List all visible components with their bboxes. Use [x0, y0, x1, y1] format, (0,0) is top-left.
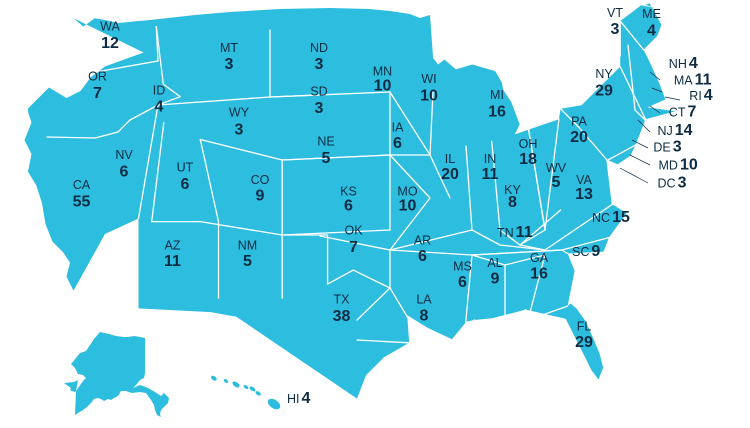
svg-text:OH: OH — [519, 137, 538, 151]
svg-text:55: 55 — [73, 194, 91, 211]
svg-text:MN: MN — [373, 65, 392, 79]
svg-text:16: 16 — [530, 266, 548, 283]
svg-text:WV: WV — [546, 161, 567, 175]
svg-text:6: 6 — [344, 198, 353, 215]
svg-text:ND: ND — [310, 41, 328, 55]
svg-text:3: 3 — [235, 122, 244, 139]
svg-text:IL: IL — [445, 152, 455, 166]
svg-text:5: 5 — [243, 253, 252, 270]
svg-text:CO: CO — [251, 173, 270, 187]
svg-text:OK: OK — [344, 224, 363, 238]
svg-text:IA: IA — [392, 121, 404, 135]
svg-text:ME: ME — [642, 7, 661, 21]
svg-text:6: 6 — [120, 164, 129, 181]
svg-text:3: 3 — [315, 100, 324, 117]
svg-text:11: 11 — [482, 166, 499, 183]
svg-text:CT7: CT 7 — [669, 104, 697, 121]
svg-text:7: 7 — [93, 85, 102, 102]
svg-text:AR: AR — [414, 234, 431, 248]
svg-text:WA: WA — [100, 20, 120, 34]
svg-text:WY: WY — [229, 106, 250, 120]
svg-text:PA: PA — [571, 115, 587, 129]
svg-text:8: 8 — [420, 308, 429, 325]
svg-text:3: 3 — [611, 21, 620, 38]
svg-text:VT: VT — [607, 6, 623, 20]
svg-text:9: 9 — [256, 188, 265, 205]
svg-text:MI: MI — [490, 88, 504, 102]
svg-text:MO: MO — [397, 185, 417, 199]
svg-text:OR: OR — [88, 70, 107, 84]
svg-text:5: 5 — [552, 174, 561, 191]
svg-text:LA: LA — [416, 293, 432, 307]
svg-text:NV: NV — [115, 148, 133, 162]
svg-text:4: 4 — [647, 23, 656, 40]
svg-text:NY: NY — [595, 67, 613, 81]
svg-text:MS: MS — [453, 260, 472, 274]
svg-text:AL: AL — [487, 256, 502, 270]
svg-text:GA: GA — [530, 251, 549, 265]
svg-text:6: 6 — [393, 135, 402, 152]
svg-text:HI4: HI 4 — [287, 390, 311, 407]
svg-text:4: 4 — [155, 99, 164, 116]
svg-text:SD: SD — [310, 85, 327, 99]
svg-text:ID: ID — [153, 84, 166, 98]
svg-text:20: 20 — [441, 166, 459, 183]
svg-text:8: 8 — [508, 194, 517, 211]
svg-text:CA: CA — [73, 178, 91, 192]
svg-text:29: 29 — [575, 334, 593, 351]
svg-text:DC3: DC 3 — [658, 175, 687, 192]
svg-text:6: 6 — [418, 248, 427, 265]
svg-text:DE3: DE 3 — [653, 139, 681, 156]
svg-text:12: 12 — [101, 35, 119, 52]
svg-text:AZ: AZ — [165, 239, 181, 253]
svg-text:3: 3 — [315, 56, 324, 73]
svg-text:13: 13 — [575, 186, 593, 203]
svg-text:WI: WI — [421, 72, 436, 86]
svg-text:NE: NE — [317, 135, 334, 149]
svg-text:TX: TX — [334, 293, 351, 307]
svg-text:10: 10 — [420, 88, 438, 105]
svg-text:UT: UT — [177, 161, 194, 175]
svg-text:IN: IN — [484, 152, 497, 166]
svg-text:9: 9 — [491, 271, 500, 288]
svg-text:3: 3 — [225, 56, 234, 73]
svg-text:11: 11 — [164, 253, 181, 270]
svg-text:16: 16 — [488, 104, 506, 121]
svg-text:MT: MT — [220, 41, 238, 55]
svg-text:7: 7 — [349, 239, 358, 256]
svg-text:NH4: NH 4 — [669, 55, 698, 72]
svg-text:5: 5 — [322, 150, 331, 167]
svg-text:20: 20 — [570, 129, 588, 146]
svg-text:38: 38 — [333, 308, 351, 325]
svg-text:KS: KS — [340, 185, 357, 199]
svg-text:FL: FL — [577, 320, 592, 334]
svg-text:VA: VA — [576, 173, 592, 187]
svg-text:RI4: RI 4 — [689, 87, 713, 104]
svg-text:29: 29 — [595, 83, 613, 100]
svg-text:6: 6 — [458, 274, 467, 291]
svg-text:SC9: SC 9 — [572, 243, 600, 260]
svg-text:NM: NM — [238, 239, 257, 253]
svg-text:10: 10 — [399, 198, 417, 215]
svg-text:18: 18 — [519, 151, 537, 168]
svg-text:10: 10 — [374, 78, 392, 95]
svg-text:6: 6 — [181, 176, 190, 193]
